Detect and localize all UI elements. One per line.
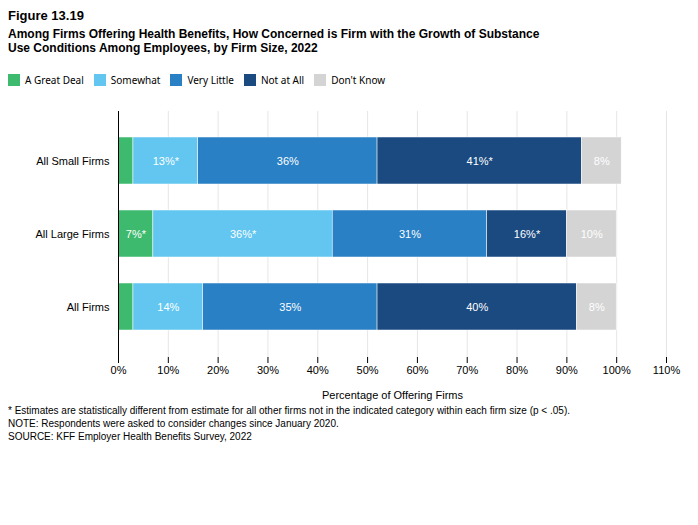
html-text:Somewhat: Somewhat xyxy=(110,72,161,87)
svg-text:41%*: 41%* xyxy=(467,155,494,167)
svg-text:30%: 30% xyxy=(257,364,279,376)
svg-text:Percentage of Offering Firms: Percentage of Offering Firms xyxy=(322,389,464,401)
svg-text:All Large Firms: All Large Firms xyxy=(36,228,110,240)
svg-text:50%: 50% xyxy=(357,364,379,376)
svg-text:10%: 10% xyxy=(581,228,603,240)
html-text:Figure 13.19: Figure 13.19 xyxy=(8,8,84,23)
svg-text:20%: 20% xyxy=(207,364,229,376)
svg-text:60%: 60% xyxy=(406,364,428,376)
svg-text:80%: 80% xyxy=(506,364,528,376)
svg-text:13%*: 13%* xyxy=(153,155,180,167)
svg-text:7%*: 7%* xyxy=(126,228,147,240)
svg-text:8%: 8% xyxy=(589,301,605,313)
html-text:Don't Know: Don't Know xyxy=(331,72,386,87)
svg-text:40%: 40% xyxy=(466,301,488,313)
svg-text:35%: 35% xyxy=(279,301,301,313)
svg-text:36%: 36% xyxy=(277,155,299,167)
svg-text:90%: 90% xyxy=(556,364,578,376)
svg-text:40%: 40% xyxy=(307,364,329,376)
svg-text:10%: 10% xyxy=(157,364,179,376)
html-text:Among Firms Offering Health Be: Among Firms Offering Health Benefits, Ho… xyxy=(8,27,540,55)
html-text:NOTE: Respondents were asked t: NOTE: Respondents were asked to consider… xyxy=(8,418,339,429)
svg-text:31%: 31% xyxy=(399,228,421,240)
svg-text:110%: 110% xyxy=(653,364,681,376)
svg-text:14%: 14% xyxy=(157,301,179,313)
html-text:Not at All: Not at All xyxy=(260,72,305,87)
svg-text:8%: 8% xyxy=(594,155,610,167)
svg-text:16%*: 16%* xyxy=(514,228,541,240)
svg-text:100%: 100% xyxy=(603,364,631,376)
svg-text:All Small Firms: All Small Firms xyxy=(36,155,110,167)
html-text:* Estimates are statistically: * Estimates are statistically different … xyxy=(8,405,570,416)
svg-text:70%: 70% xyxy=(456,364,478,376)
html-text:SOURCE: KFF Employer Health Be: SOURCE: KFF Employer Health Benefits Sur… xyxy=(8,431,252,442)
html-text:A Great Deal: A Great Deal xyxy=(25,72,84,87)
html-text:Very Little: Very Little xyxy=(187,72,234,87)
svg-text:All Firms: All Firms xyxy=(67,301,110,313)
svg-text:0%: 0% xyxy=(111,364,127,376)
svg-text:36%*: 36%* xyxy=(230,228,257,240)
